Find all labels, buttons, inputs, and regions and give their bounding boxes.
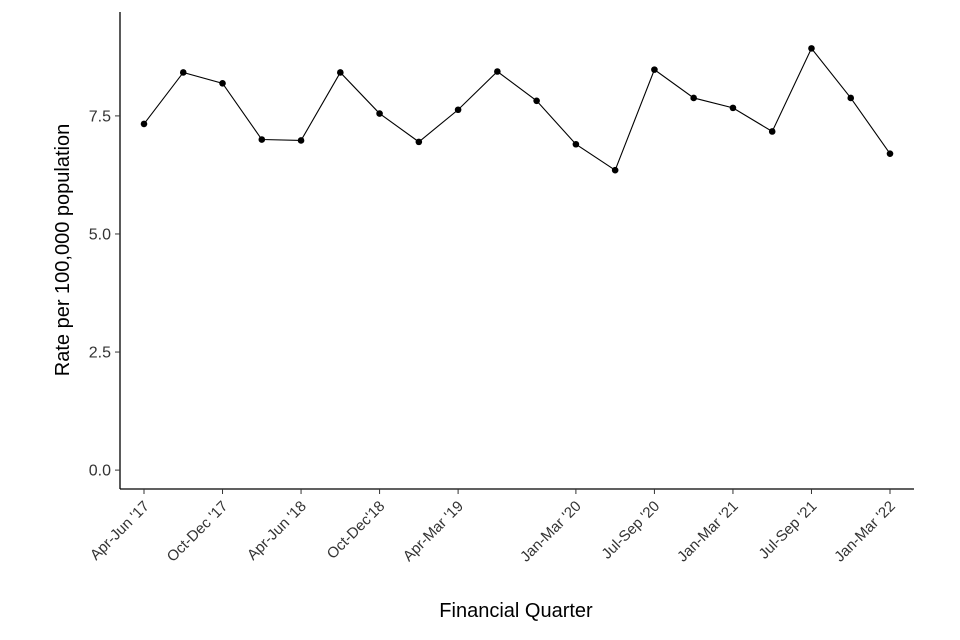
- x-tick-label: Apr-Jun '18: [244, 498, 310, 564]
- data-point: [690, 94, 697, 102]
- data-point: [729, 104, 737, 112]
- data-point: [572, 140, 580, 148]
- data-point: [219, 80, 226, 87]
- data-point: [337, 69, 344, 76]
- x-ticks: Apr-Jun '17 Oct-Dec '17 Apr-Jun '18 Oct-Dec…: [87, 489, 899, 566]
- data-point: [808, 45, 815, 52]
- data-point: [415, 138, 423, 146]
- y-tick-label: 0.0: [89, 463, 111, 480]
- data-point: [376, 110, 383, 117]
- data-point: [533, 97, 540, 105]
- x-tick-label: Jul-Sep '21: [756, 498, 821, 563]
- data-point: [297, 137, 305, 144]
- x-tick-label: Jan-Mar '21: [674, 498, 742, 566]
- x-tick-label: Jan-Mar '20: [517, 498, 585, 566]
- data-point: [494, 68, 501, 75]
- data-point: [886, 150, 894, 157]
- y-tick-label: 7.5: [89, 108, 111, 125]
- y-ticks: 0.0 2.5 5.0 7.5: [89, 108, 120, 480]
- data-point: [651, 66, 658, 73]
- data-point: [140, 120, 148, 128]
- y-axis-title: Rate per 100,000 population: [52, 124, 74, 376]
- data-point: [179, 69, 187, 76]
- y-tick-label: 5.0: [89, 226, 111, 243]
- data-point: [258, 136, 266, 143]
- data-point: [847, 94, 855, 102]
- x-tick-label: Oct-Dec'18: [324, 498, 389, 563]
- data-point: [454, 106, 462, 114]
- x-tick-label: Jul-Sep '20: [598, 498, 663, 563]
- data-points: [140, 45, 894, 174]
- data-point: [611, 166, 619, 174]
- axes: [119, 12, 914, 490]
- x-tick-label: Jan-Mar '22: [831, 498, 899, 566]
- x-axis-title: Financial Quarter: [439, 600, 593, 622]
- x-tick-label: Apr-Jun '17: [87, 498, 153, 564]
- x-tick-label: Oct-Dec '17: [164, 498, 232, 566]
- series-line: [143, 47, 891, 172]
- data-point: [768, 128, 776, 135]
- y-tick-label: 2.5: [89, 345, 111, 362]
- x-tick-label: Apr-Mar '19: [400, 498, 467, 565]
